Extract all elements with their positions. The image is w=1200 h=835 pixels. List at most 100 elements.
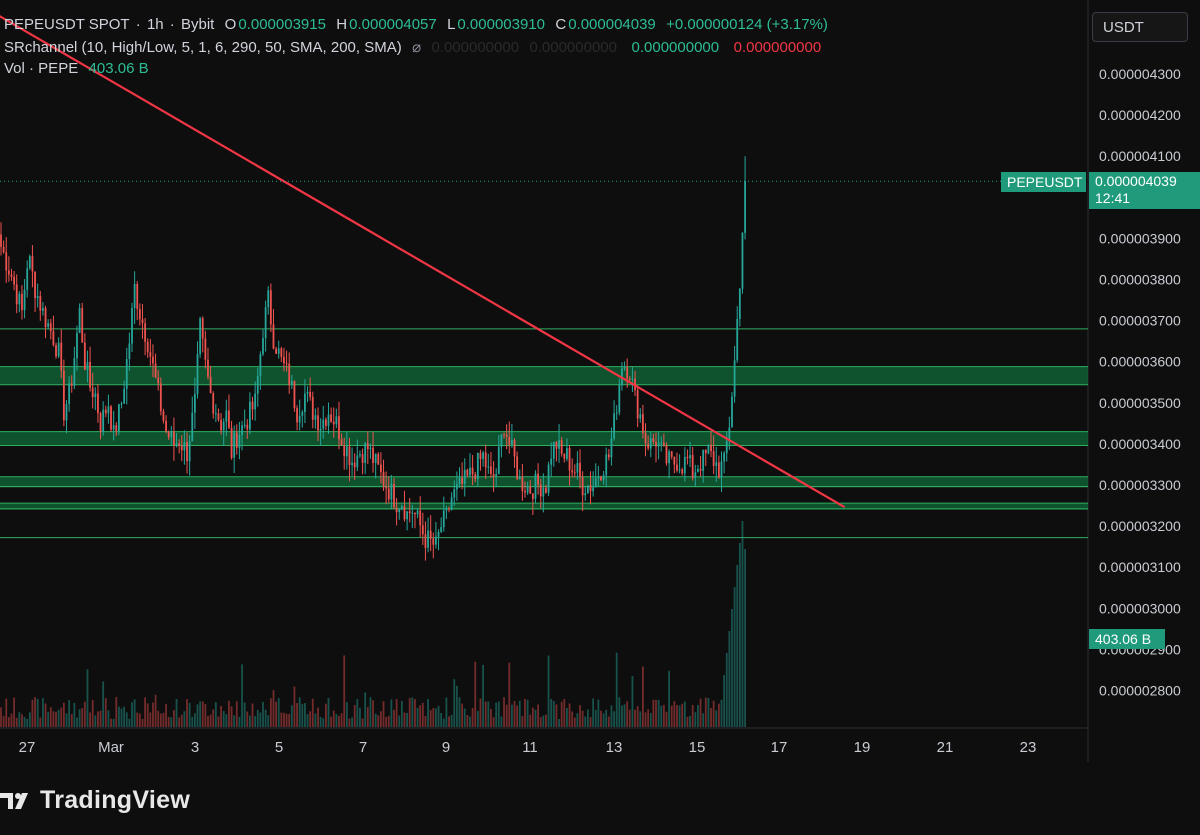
candle-body — [201, 318, 204, 339]
candle-body — [380, 464, 382, 472]
indicator-legend[interactable]: SRchannel (10, High/Low, 5, 1, 6, 290, 5… — [4, 38, 823, 56]
volume-bar — [432, 707, 435, 727]
candle-body — [235, 432, 238, 448]
volume-bar — [42, 698, 44, 727]
candle-body — [55, 345, 57, 357]
candle-body — [471, 467, 474, 475]
volume-bar — [52, 711, 55, 727]
volume-bar — [668, 670, 670, 727]
symbol-name[interactable]: PEPEUSDT SPOT — [4, 16, 130, 33]
volume-bar — [332, 710, 335, 727]
candle-body — [710, 444, 712, 452]
symbol-legend[interactable]: PEPEUSDT SPOT · 1h · Bybit O 0.000003915 … — [4, 16, 828, 33]
indicator-value-1: 0.000000000 — [431, 39, 520, 56]
candle-body — [387, 488, 390, 500]
volume-bar — [201, 701, 204, 727]
indicator-name[interactable]: SRchannel (10, High/Low, 5, 1, 6, 290, 5… — [4, 39, 402, 56]
candle-body — [408, 511, 411, 514]
candle-body — [539, 484, 542, 497]
candle-body — [159, 383, 162, 412]
volume-bar — [636, 706, 639, 727]
volume-bar — [579, 705, 581, 727]
candle-body — [91, 387, 94, 398]
candle-body — [448, 508, 450, 510]
price-chart[interactable]: 0.000004300 0.000004200 0.000004100 0.00000… — [0, 0, 1200, 762]
candle-body — [146, 341, 149, 353]
candle-body — [660, 442, 663, 444]
volume-bar — [70, 714, 73, 727]
volume-bar — [476, 710, 479, 727]
volume-bar — [269, 698, 272, 727]
volume-bar — [618, 697, 621, 727]
candle-body — [526, 486, 529, 493]
candle-body — [678, 469, 681, 471]
candle-body — [369, 447, 372, 450]
candle-body — [359, 454, 361, 456]
eye-slash-icon[interactable]: ⌀ — [412, 39, 422, 56]
candle-body — [107, 406, 110, 414]
candle-body — [162, 411, 165, 421]
volume-bar — [62, 702, 65, 727]
candle-body — [345, 446, 348, 457]
candle-body — [647, 443, 650, 449]
candle-body — [537, 473, 539, 485]
candle-body — [450, 497, 453, 510]
volume-bar — [717, 703, 720, 727]
candle-body — [521, 476, 524, 492]
candle-body — [112, 425, 115, 430]
time-tick-label: 27 — [19, 739, 36, 756]
candle-body — [644, 432, 647, 444]
brand-logo[interactable]: TradingView — [0, 786, 190, 815]
candle-body — [209, 376, 212, 394]
volume-bar — [112, 718, 115, 727]
volume-bar — [2, 715, 5, 727]
volume-bar — [91, 699, 94, 727]
candle-body — [691, 455, 694, 479]
candle-body — [563, 453, 566, 459]
volume-legend[interactable]: Vol · PEPE 403.06 B — [4, 60, 151, 77]
bar-countdown: 12:41 — [1095, 190, 1131, 206]
volume-bar — [429, 710, 432, 727]
currency-selector[interactable]: USDT — [1092, 12, 1188, 42]
candle-body — [524, 491, 526, 493]
candle-body — [269, 290, 272, 325]
volume-bar — [466, 714, 469, 727]
current-price-tag: 0.000004039 12:41 — [1089, 172, 1200, 209]
volume-bar — [146, 703, 149, 727]
volume-bar — [537, 704, 539, 727]
candle-body — [256, 375, 259, 394]
volume-bar — [335, 714, 338, 727]
volume-bar — [665, 711, 668, 727]
candle-body — [238, 435, 241, 448]
volume-bar — [605, 709, 608, 727]
price-axis[interactable]: 0.000004300 0.000004200 0.000004100 0.00000… — [1099, 66, 1181, 699]
candle-body — [461, 477, 464, 484]
candle-body — [44, 308, 47, 327]
candle-body — [0, 234, 2, 247]
candle-body — [673, 456, 676, 465]
candle-body — [414, 512, 416, 515]
volume-bar — [359, 707, 361, 727]
candle-body — [689, 455, 691, 459]
candle-body — [2, 246, 5, 253]
candle-body — [175, 443, 178, 446]
volume-bar — [353, 705, 356, 727]
volume-bar — [613, 711, 615, 727]
candle-body — [503, 434, 505, 436]
volume-bar — [209, 714, 212, 727]
volume-bar — [526, 699, 529, 727]
exchange: Bybit — [180, 16, 215, 33]
volume-bar — [317, 707, 319, 727]
volume-value-tag: 403.06 B — [1089, 629, 1165, 649]
volume-bar — [157, 710, 160, 727]
volume-bar — [715, 710, 718, 727]
volume-bar — [427, 699, 429, 727]
low-label: L — [447, 16, 456, 33]
candle-body — [165, 420, 167, 432]
volume-bar — [678, 705, 681, 727]
candle-body — [285, 363, 288, 365]
trendline[interactable] — [0, 12, 846, 509]
time-axis[interactable]: 27 Mar 3 5 7 9 11 13 15 17 19 21 23 — [19, 739, 1037, 756]
volume-bar — [649, 713, 652, 727]
volume-bar — [345, 702, 348, 727]
